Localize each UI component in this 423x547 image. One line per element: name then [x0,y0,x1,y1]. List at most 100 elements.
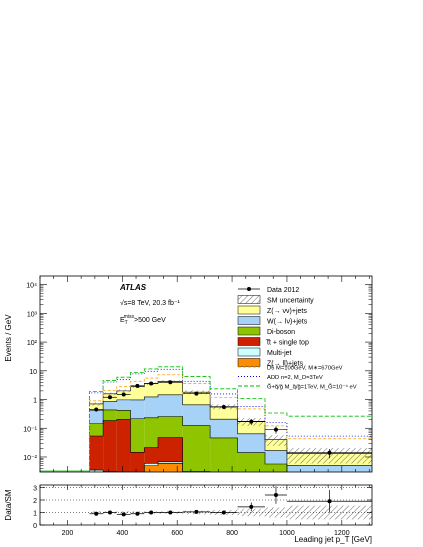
signal-curve [88,374,372,472]
stack-bar [144,465,158,472]
legend-hatch-swatch [237,295,261,304]
main-y-tick-label: 10² [27,340,38,347]
legend: Data 2012 SM uncertainty Z(→ νν)+jets W(→ l… [237,287,357,391]
data-point [149,381,154,386]
legend-swatch [237,358,261,367]
stack-bar [89,436,104,471]
stack-outline [143,463,183,472]
legend-swatch [237,337,261,346]
stack-bar [130,452,145,472]
data-point [194,391,199,396]
stack-outline [89,461,183,472]
stack-bar [144,463,158,466]
main-y-tick-label: 10⁴ [26,283,37,290]
stack-bar [264,450,287,464]
ratio-x-tick-label: 800 [226,530,238,537]
stack-bar [264,463,287,472]
ratio-point [194,509,199,514]
sm-uncertainty-bar [103,392,117,396]
ratio-y-tick-label: 3 [33,486,37,493]
ratio-point [135,511,140,516]
ratio-x-tick-label: 200 [62,530,74,537]
stack-bar [103,420,117,472]
stack-bar [89,423,104,437]
ratio-point [107,510,112,515]
stack-bar [237,452,265,472]
experiment-label: ATLAS [119,283,147,292]
stack-bar [131,474,145,483]
main-y-tick-label: 10 [29,369,37,376]
stack-outline [89,409,288,472]
stack-bar [89,410,104,424]
stack-bar [144,396,158,418]
ratio-plot-panel: 200 400 600 800 1000 1200 0 1 2 3 [33,484,373,537]
ratio-y-ticks: 0 1 2 3 [33,486,372,530]
legend-label: Data 2012 [267,287,299,294]
main-y-tick-label: 10⁻² [23,455,37,462]
stack-bar [157,416,183,438]
sm-uncertainty-bar [264,435,287,446]
ratio-y-axis-label: Data/SM [4,489,13,520]
stack-bar [103,409,117,421]
ratio-point [168,510,173,515]
ratio-x-tick-label: 400 [116,530,128,537]
legend-label: Di-boson [267,329,295,336]
stack-bar [182,392,211,405]
data-point [221,404,226,409]
data-point [107,395,112,400]
stack-bar [182,425,211,472]
stack-bar [130,418,145,453]
sm-uncertainty-bar [116,389,131,393]
stack-bar [130,386,145,400]
stack-bar [157,437,183,462]
data-point [121,392,126,397]
data-point [168,380,173,385]
ratio-y-tick-label: 1 [33,511,37,518]
main-y-tick-label: 1 [33,398,37,405]
legend-label: Multi-jet [267,350,292,357]
legend-swatch [237,347,261,357]
ratio-point [249,504,254,509]
legend-signal-label: ADD n=2, M_D=3TeV [267,375,323,381]
stack-bar [286,465,372,472]
met-cut-label: ETmiss>500 GeV [120,314,166,326]
ratio-point [327,499,332,504]
ratio-x-tick-label: 600 [171,530,183,537]
main-y-tick-label: 10³ [27,311,38,318]
stack-bar [89,403,104,411]
ratio-uncertainty-bar [264,507,287,518]
legend-signal-label: D5 M=100GeV, M∗=670GeV [267,366,343,372]
data-point [249,419,254,424]
sm-uncertainty-bar [89,402,104,406]
stack-bar [157,394,183,417]
stack-bar [157,381,183,395]
stack-outline [89,419,211,472]
main-y-ticks: 10⁻² 10⁻¹ 1 10 10² 10³ 10⁴ [23,283,372,469]
ratio-y-tick-label: 2 [33,498,37,505]
data-point [94,407,99,412]
stack-bar [210,406,238,420]
stack-bar [157,463,183,472]
stack-bar [103,401,117,410]
stack-bar [144,417,158,448]
ratio-point [121,512,126,517]
stack-bar [116,419,131,472]
stack-bar [116,399,131,411]
signal-curves [88,366,372,472]
stack-bar [144,383,158,397]
legend-signal-label: G̃+q̃/g̃ M_q̃/g̃=1TeV, M_G̃=10⁻⁴ eV [267,384,357,391]
stack-bar [237,433,265,453]
ratio-point [94,511,99,516]
legend-label: SM uncertainty [267,298,314,305]
legend-data-marker [247,287,251,291]
stack-bar [116,410,131,420]
stack-bar [210,419,238,438]
ratio-points [89,486,372,517]
data-points [89,380,372,459]
main-frame [39,275,373,473]
main-x-ticks [39,276,370,472]
legend-swatch [237,326,261,336]
ratio-point [273,493,278,497]
ratio-point [221,510,226,515]
